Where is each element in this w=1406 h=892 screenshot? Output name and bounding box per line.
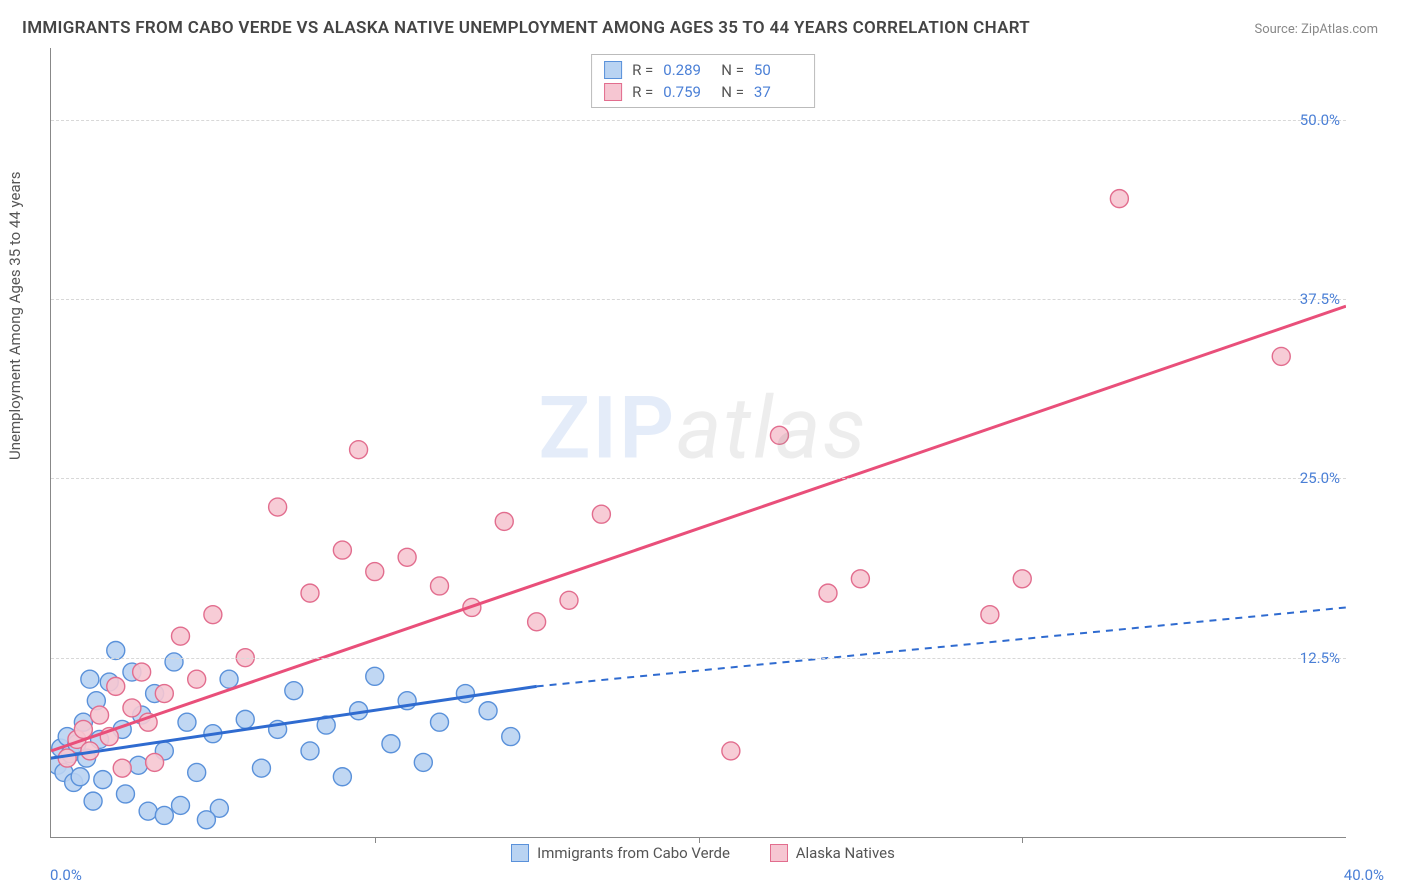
- x-axis-max: 40.0%: [1344, 866, 1384, 884]
- chart-svg: [51, 48, 1346, 837]
- swatch-pink: [604, 83, 622, 101]
- legend-series: Immigrants from Cabo Verde Alaska Native…: [0, 844, 1406, 866]
- gridline: [51, 299, 1346, 300]
- stat-r-blue: 0.289: [663, 61, 711, 79]
- stat-r-label: R =: [632, 61, 653, 79]
- stat-r-label: R =: [632, 83, 653, 101]
- gridline: [51, 120, 1346, 121]
- swatch-blue: [604, 61, 622, 79]
- legend-stats-box: R = 0.289 N = 50 R = 0.759 N = 37: [591, 54, 815, 108]
- y-tick-label: 25.0%: [1300, 469, 1340, 487]
- source-prefix: Source:: [1254, 22, 1301, 37]
- y-axis-label: Unemployment Among Ages 35 to 44 years: [6, 172, 24, 460]
- x-tick-mark: [699, 837, 700, 843]
- legend-label-pink: Alaska Natives: [796, 844, 895, 862]
- source-link[interactable]: ZipAtlas.com: [1301, 22, 1378, 37]
- stat-n-label: N =: [721, 61, 744, 79]
- chart-title: IMMIGRANTS FROM CABO VERDE VS ALASKA NAT…: [22, 18, 1030, 38]
- legend-item-pink: Alaska Natives: [770, 844, 895, 862]
- stat-n-pink: 37: [754, 83, 802, 101]
- legend-stats-row-pink: R = 0.759 N = 37: [604, 81, 802, 103]
- x-axis-min: 0.0%: [50, 866, 82, 884]
- plot-area: 12.5% 25.0% 37.5% 50.0%: [50, 48, 1346, 838]
- gridline: [51, 478, 1346, 479]
- legend-item-blue: Immigrants from Cabo Verde: [511, 844, 730, 862]
- y-tick-label: 50.0%: [1300, 111, 1340, 129]
- y-tick-label: 12.5%: [1300, 649, 1340, 667]
- stat-r-pink: 0.759: [663, 83, 711, 101]
- stat-n-blue: 50: [754, 61, 802, 79]
- swatch-blue: [511, 844, 529, 862]
- legend-label-blue: Immigrants from Cabo Verde: [537, 844, 730, 862]
- legend-stats-row-blue: R = 0.289 N = 50: [604, 59, 802, 81]
- x-tick-mark: [1022, 837, 1023, 843]
- x-tick-mark: [375, 837, 376, 843]
- chart-source: Source: ZipAtlas.com: [1254, 22, 1378, 37]
- stat-n-label: N =: [721, 83, 744, 101]
- swatch-pink: [770, 844, 788, 862]
- y-tick-label: 37.5%: [1300, 290, 1340, 308]
- gridline: [51, 658, 1346, 659]
